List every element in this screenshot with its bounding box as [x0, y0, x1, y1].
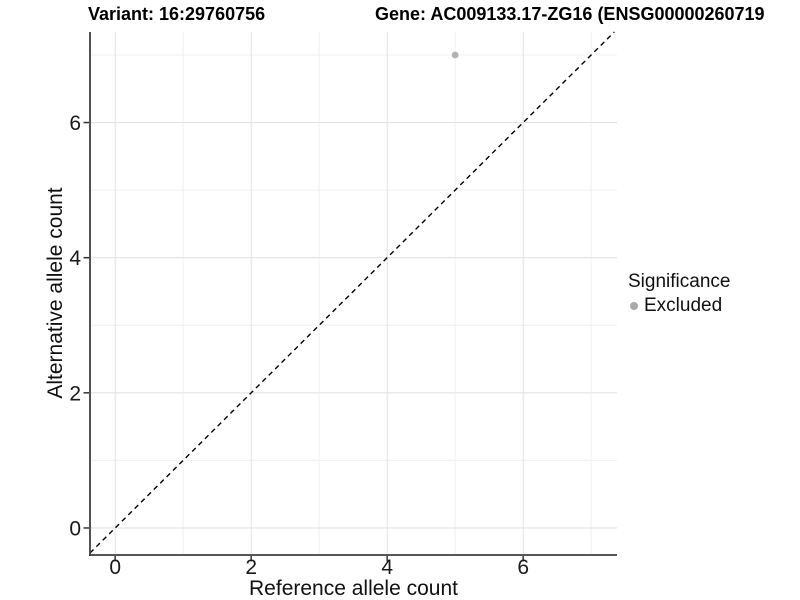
legend-item-label: Excluded	[644, 295, 723, 316]
y-tick-label: 6	[69, 112, 81, 135]
data-point	[451, 51, 459, 59]
y-tick-label: 0	[69, 517, 81, 540]
legend-title: Significance	[628, 271, 731, 292]
y-axis-title: Alternative allele count	[44, 187, 67, 399]
identity-line	[89, 31, 615, 554]
legend-item-excluded: Excluded	[630, 295, 730, 317]
x-axis-title: Reference allele count	[249, 577, 458, 600]
y-tick-label: 2	[69, 382, 81, 405]
legend-excluded-point-icon	[630, 302, 638, 310]
x-tick-label: 4	[381, 556, 393, 579]
gene-title: Gene: AC009133.17-ZG16 (ENSG00000260719	[375, 4, 765, 24]
legend: Significance Excluded	[628, 271, 730, 317]
x-tick-label: 2	[245, 556, 257, 579]
variant-title: Variant: 16:29760756	[88, 4, 266, 24]
y-tick-label: 4	[69, 247, 81, 270]
x-tick-label: 6	[517, 556, 529, 579]
x-tick-label: 0	[109, 556, 121, 579]
